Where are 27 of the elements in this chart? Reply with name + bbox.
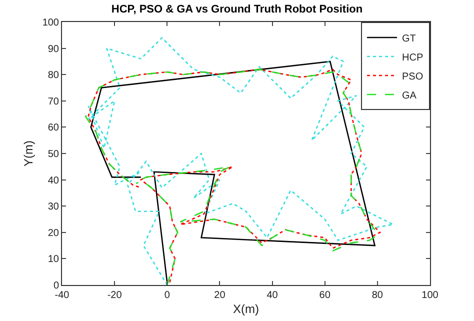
y-tick-label: 80 (48, 70, 60, 82)
y-tick-label: 50 (48, 149, 60, 160)
x-tick-label: 40 (266, 290, 278, 301)
y-tick-label: 100 (42, 18, 60, 28)
y-axis-title: Y(m) (22, 140, 36, 166)
x-tick-label: -20 (107, 290, 122, 301)
x-axis-title: X(m) (233, 302, 259, 316)
y-tick-label: 0 (53, 280, 60, 292)
x-tick-label: 20 (214, 290, 226, 301)
y-tick-label: 20 (48, 228, 60, 239)
y-tick-label: 70 (48, 96, 60, 108)
legend-label: GA (402, 90, 417, 102)
x-tick-label: 60 (319, 290, 331, 301)
legend-label: PSO (402, 71, 424, 82)
y-tick-label: 40 (48, 175, 60, 186)
x-tick-label: 0 (164, 290, 170, 301)
y-tick-label: 30 (48, 202, 60, 213)
x-tick-label: 100 (422, 290, 439, 301)
y-tick-label: 60 (48, 122, 60, 134)
chart-title: HCP, PSO & GA vs Ground Truth Robot Position (111, 4, 363, 16)
legend-label: GT (402, 33, 416, 44)
y-tick-label: 90 (48, 44, 60, 55)
y-tick-label: 10 (48, 254, 60, 266)
line-series (88, 37, 394, 285)
x-tick-label: -40 (54, 290, 70, 301)
legend-label: HCP (402, 52, 424, 64)
x-tick-label: 80 (372, 290, 384, 301)
